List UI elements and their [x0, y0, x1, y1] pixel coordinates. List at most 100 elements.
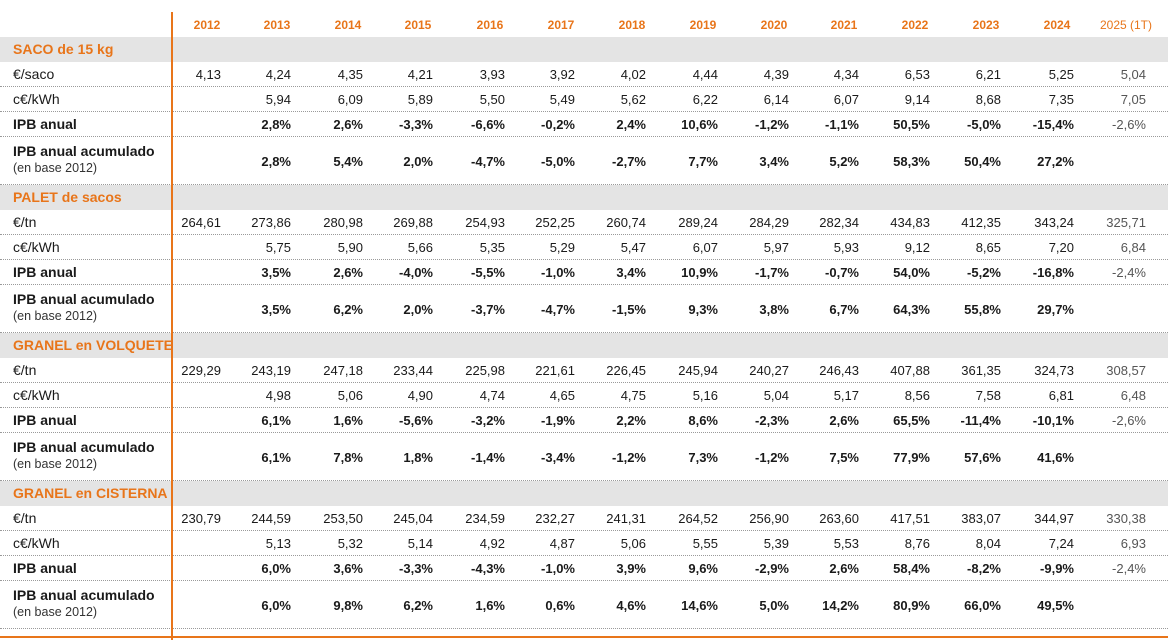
table-cell: -5,6% — [399, 413, 433, 428]
row-label-text: c€/kWh — [13, 91, 60, 107]
table-row: IPB anual acumulado (en base 2012) 6,0% 9,8… — [0, 581, 1168, 629]
table-row: IPB anual acumulado (en base 2012) 2,8% 5,4… — [0, 137, 1168, 185]
table-cell: 6,14 — [763, 92, 789, 107]
table-cell: 5,14 — [407, 536, 433, 551]
row-label-text: c€/kWh — [13, 387, 60, 403]
table-cell: 245,04 — [393, 511, 433, 526]
table-cell: 344,97 — [1034, 511, 1074, 526]
table-cell: -2,6% — [1112, 413, 1146, 428]
row-label-text: c€/kWh — [13, 239, 60, 255]
table-cell: 5,04 — [1120, 67, 1146, 82]
table-cell: -4,3% — [471, 561, 505, 576]
table-cell: -1,0% — [541, 265, 575, 280]
table-cell: -9,9% — [1040, 561, 1074, 576]
year-header: 2015 — [404, 18, 432, 32]
table-cell: 66,0% — [964, 598, 1001, 613]
table-row: IPB anual acumulado (en base 2012) 6,1% 7,8… — [0, 433, 1168, 481]
table-cell: 264,52 — [678, 511, 718, 526]
table-cell: -10,1% — [1032, 413, 1074, 428]
table-cell: 5,94 — [265, 92, 291, 107]
table-cell: 4,75 — [620, 388, 646, 403]
table-cell: 260,74 — [606, 215, 646, 230]
table-cell: 5,89 — [407, 92, 433, 107]
bottom-rule — [0, 636, 1168, 638]
year-header: 2022 — [901, 18, 929, 32]
table-cell: 4,6% — [616, 598, 646, 613]
table-cell: 6,81 — [1048, 388, 1074, 403]
table-cell: 8,04 — [975, 536, 1001, 551]
row-label-text: IPB anual acumulado — [13, 291, 155, 307]
year-header: 2019 — [689, 18, 717, 32]
table-cell: 5,90 — [337, 240, 363, 255]
table-cell: -11,4% — [960, 413, 1001, 428]
table-cell: 3,9% — [616, 561, 646, 576]
table-cell: 7,5% — [829, 450, 859, 465]
row-label: c€/kWh — [13, 91, 60, 107]
table-cell: 6,93 — [1120, 536, 1146, 551]
year-header: 2017 — [547, 18, 575, 32]
table-cell: -5,0% — [541, 154, 575, 169]
table-cell: 412,35 — [961, 215, 1001, 230]
table-cell: 245,94 — [678, 363, 718, 378]
table-cell: 6,07 — [833, 92, 859, 107]
section-title: PALET de sacos — [13, 189, 122, 205]
table-cell: 234,59 — [465, 511, 505, 526]
row-label: IPB anual — [13, 560, 77, 576]
table-cell: 49,5% — [1037, 598, 1074, 613]
table-cell: 5,35 — [479, 240, 505, 255]
year-header: 2020 — [760, 18, 788, 32]
table-cell: 27,2% — [1037, 154, 1074, 169]
table-cell: 3,93 — [479, 67, 505, 82]
table-cell: 6,22 — [692, 92, 718, 107]
table-cell: 289,24 — [678, 215, 718, 230]
table-cell: -3,3% — [399, 117, 433, 132]
row-label-text: IPB anual — [13, 560, 77, 576]
table-cell: 225,98 — [465, 363, 505, 378]
table-row: IPB anual 6,1% 1,6% -5,6% -3,2% -1,9% 2,2% 8,6%… — [0, 408, 1168, 433]
table-cell: 3,92 — [549, 67, 575, 82]
row-label: IPB anual acumulado (en base 2012) — [13, 439, 155, 471]
table-cell: 361,35 — [961, 363, 1001, 378]
row-label-text: c€/kWh — [13, 535, 60, 551]
table-cell: 4,35 — [337, 67, 363, 82]
table-cell: -3,3% — [399, 561, 433, 576]
table-cell: 64,3% — [893, 302, 930, 317]
table-cell: 5,06 — [620, 536, 646, 551]
table-cell: 407,88 — [890, 363, 930, 378]
year-header: 2018 — [618, 18, 646, 32]
table-cell: 5,75 — [265, 240, 291, 255]
table-cell: 3,8% — [759, 302, 789, 317]
table-cell: 6,2% — [403, 598, 433, 613]
row-label-sub: (en base 2012) — [13, 605, 98, 619]
table-cell: 330,38 — [1106, 511, 1146, 526]
table-cell: 5,25 — [1048, 67, 1074, 82]
row-label: €/tn — [13, 362, 36, 378]
table-cell: 263,60 — [819, 511, 859, 526]
table-cell: 5,55 — [692, 536, 718, 551]
table-row: IPB anual 3,5% 2,6% -4,0% -5,5% -1,0% 3,4% 10,9… — [0, 260, 1168, 285]
table-cell: 6,7% — [829, 302, 859, 317]
table-cell: 4,65 — [549, 388, 575, 403]
row-label-text: IPB anual — [13, 116, 77, 132]
row-label: IPB anual acumulado (en base 2012) — [13, 143, 155, 175]
table-cell: 54,0% — [893, 265, 930, 280]
row-label-text: €/tn — [13, 362, 37, 378]
table-cell: -1,1% — [825, 117, 859, 132]
table-cell: 7,58 — [975, 388, 1001, 403]
table-cell: 7,7% — [688, 154, 718, 169]
table-cell: 7,05 — [1120, 92, 1146, 107]
table-cell: -5,5% — [471, 265, 505, 280]
section-header: PALET de sacos — [0, 185, 1168, 210]
table-cell: -6,6% — [471, 117, 505, 132]
year-header: 2024 — [1043, 18, 1071, 32]
table-cell: 9,6% — [688, 561, 718, 576]
table-cell: 226,45 — [606, 363, 646, 378]
table-cell: 5,04 — [763, 388, 789, 403]
table-cell: 29,7% — [1037, 302, 1074, 317]
table-cell: -5,2% — [967, 265, 1001, 280]
year-header: 2023 — [972, 18, 1000, 32]
row-label: c€/kWh — [13, 239, 60, 255]
table-cell: 8,76 — [904, 536, 930, 551]
row-label: €/saco — [13, 66, 54, 82]
table-cell: 254,93 — [465, 215, 505, 230]
